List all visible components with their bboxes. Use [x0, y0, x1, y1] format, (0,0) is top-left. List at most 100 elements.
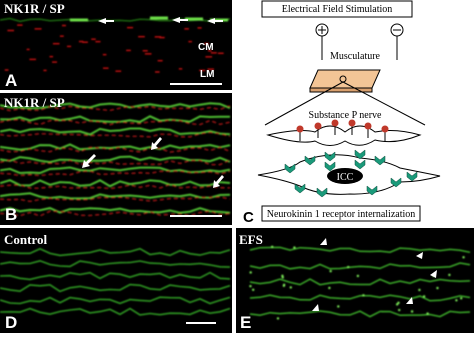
fiber — [249, 310, 471, 318]
fiber — [0, 296, 231, 305]
fiber-red — [0, 170, 231, 177]
panel-a — [0, 0, 232, 90]
icc-label: ICC — [337, 172, 354, 183]
fiber-red — [0, 146, 231, 153]
fiber — [249, 262, 471, 270]
plus-sign — [318, 26, 326, 34]
green-spot — [289, 286, 292, 289]
nerve-label: Substance P nerve — [309, 110, 383, 121]
zoom-lines — [264, 81, 426, 126]
green-spot — [460, 297, 463, 300]
green-spot — [426, 312, 429, 315]
green-spot — [436, 286, 439, 290]
panel-letter: C — [243, 209, 254, 226]
diagram-caption: Neurokinin 1 receptor internalization — [267, 209, 416, 220]
fiber-red — [0, 159, 231, 166]
musculature-label: Musculature — [330, 51, 381, 62]
fiber-red — [0, 183, 231, 190]
fiber — [0, 115, 231, 123]
receptor — [304, 155, 316, 166]
receptor — [406, 171, 418, 182]
diagram: Electrical Field Stimulation Musculature… — [243, 0, 441, 226]
green-spot — [356, 274, 360, 278]
panel-letter: A — [5, 71, 17, 90]
receptor — [366, 185, 378, 196]
muscle-slab — [309, 69, 381, 89]
green-spot — [281, 276, 284, 279]
panel-title: NK1R / SP — [4, 1, 65, 16]
green-spot — [337, 305, 340, 308]
green-spot — [397, 301, 400, 305]
green-spot — [362, 294, 365, 297]
green-spot — [422, 295, 426, 298]
receptor — [374, 155, 386, 166]
green-spot — [293, 246, 296, 249]
layer-label: LM — [200, 69, 214, 80]
green-spot — [270, 245, 274, 249]
green-spot — [329, 269, 332, 273]
receptor — [324, 161, 336, 172]
fiber — [0, 166, 231, 175]
fiber-red — [0, 196, 231, 203]
diagram-title: Electrical Field Stimulation — [282, 4, 393, 15]
wire — [321, 36, 398, 60]
title-box — [261, 0, 413, 18]
green-spot — [455, 299, 458, 302]
fiber — [0, 283, 231, 293]
fiber-red — [0, 131, 231, 138]
green-spot — [328, 286, 331, 290]
vesicle — [296, 125, 304, 133]
fiber — [249, 294, 471, 302]
panel-title: Control — [4, 232, 47, 247]
green-spot — [418, 288, 421, 292]
green-spot — [395, 303, 399, 306]
arrows — [82, 17, 437, 311]
green-spot — [410, 310, 414, 313]
fiber — [0, 207, 231, 214]
fiber — [249, 278, 471, 286]
receptor — [324, 151, 336, 162]
green-spot — [251, 288, 255, 291]
panel-letter: E — [240, 313, 251, 332]
fiber — [0, 179, 231, 188]
green-spot — [462, 256, 465, 259]
nerve-shape — [266, 125, 422, 146]
receptor — [354, 159, 366, 170]
receptor — [390, 177, 402, 188]
vesicle — [348, 119, 356, 127]
receptor — [284, 163, 296, 174]
receptor — [294, 183, 306, 194]
fiber — [0, 271, 231, 281]
fiber-red — [0, 105, 231, 112]
green-spot — [282, 283, 286, 287]
panel-letter: D — [5, 313, 17, 332]
layer-label: CM — [198, 42, 214, 53]
green-spot — [347, 265, 350, 269]
fiber — [249, 246, 471, 254]
fiber — [0, 192, 231, 200]
receptor — [354, 149, 366, 160]
green-spot — [448, 273, 451, 277]
green-spot — [276, 317, 280, 320]
receptor — [316, 187, 328, 198]
vesicle — [331, 119, 339, 127]
fiber — [0, 143, 231, 151]
fiber — [0, 259, 231, 268]
green-spot — [249, 271, 252, 274]
green-spot — [249, 284, 252, 288]
fiber — [0, 127, 231, 136]
fiber — [0, 307, 231, 316]
caption-strip — [0, 336, 474, 344]
nucleus — [327, 168, 363, 184]
fiber — [0, 247, 231, 257]
fiber — [0, 102, 231, 110]
vesicle — [314, 122, 322, 130]
vesicle — [381, 125, 389, 133]
green-spot — [398, 308, 401, 312]
slab-edge — [309, 87, 373, 93]
panel-d — [0, 228, 232, 333]
caption-box — [261, 205, 421, 222]
vesicle — [364, 122, 372, 130]
panel-letter: B — [5, 205, 17, 224]
